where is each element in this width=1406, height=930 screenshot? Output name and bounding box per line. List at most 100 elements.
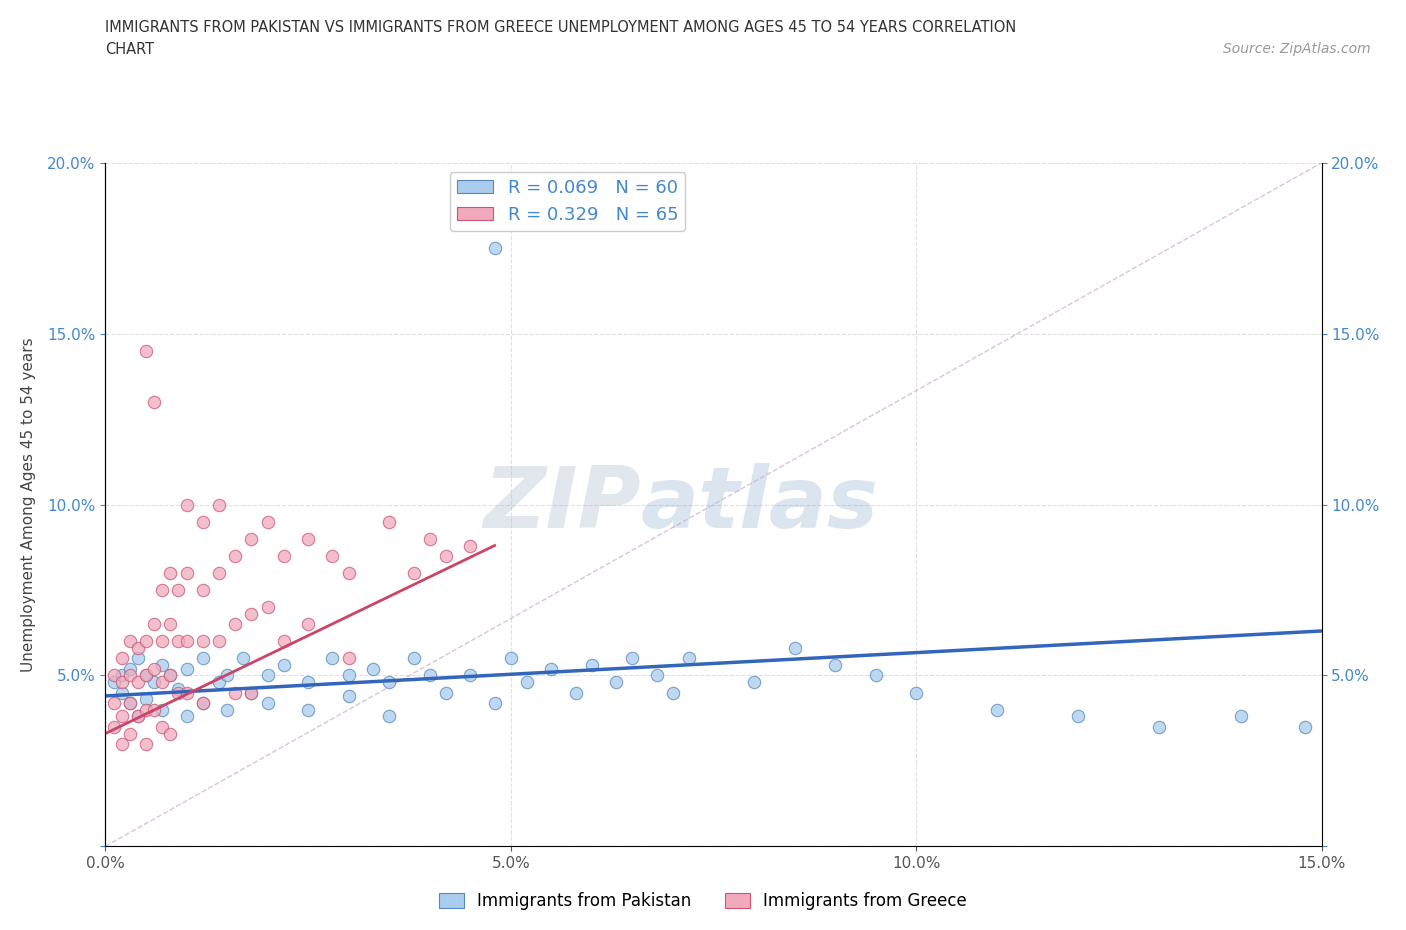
Point: [191, 696, 214, 711]
Point: [167, 685, 190, 700]
Point: [224, 617, 246, 631]
Point: [865, 668, 887, 683]
Point: [458, 538, 481, 553]
Point: [176, 709, 198, 724]
Point: [458, 668, 481, 683]
Point: [167, 634, 190, 649]
Point: [783, 641, 806, 656]
Point: [176, 634, 198, 649]
Point: [127, 675, 149, 690]
Point: [321, 651, 343, 666]
Point: [143, 394, 166, 409]
Point: [127, 709, 149, 724]
Point: [191, 634, 214, 649]
Point: [662, 685, 685, 700]
Point: [240, 685, 263, 700]
Point: [217, 702, 239, 717]
Point: [581, 658, 603, 672]
Point: [224, 685, 246, 700]
Point: [540, 661, 562, 676]
Point: [645, 668, 668, 683]
Point: [111, 737, 134, 751]
Point: [419, 531, 441, 546]
Point: [143, 675, 166, 690]
Point: [103, 668, 125, 683]
Point: [232, 651, 254, 666]
Point: [150, 702, 173, 717]
Point: [256, 514, 278, 529]
Point: [118, 661, 141, 676]
Point: [135, 702, 157, 717]
Legend: Immigrants from Pakistan, Immigrants from Greece: Immigrants from Pakistan, Immigrants fro…: [432, 885, 974, 917]
Point: [297, 675, 319, 690]
Point: [176, 661, 198, 676]
Point: [103, 719, 125, 734]
Point: [256, 600, 278, 615]
Point: [167, 682, 190, 697]
Point: [191, 651, 214, 666]
Point: [1149, 719, 1171, 734]
Point: [127, 641, 149, 656]
Point: [103, 675, 125, 690]
Point: [986, 702, 1008, 717]
Point: [111, 685, 134, 700]
Point: [176, 685, 198, 700]
Point: [118, 634, 141, 649]
Point: [159, 565, 181, 580]
Point: [378, 514, 401, 529]
Point: [402, 651, 425, 666]
Point: [484, 241, 506, 256]
Point: [516, 675, 538, 690]
Point: [159, 668, 181, 683]
Point: [361, 661, 384, 676]
Point: [240, 531, 263, 546]
Point: [297, 531, 319, 546]
Point: [167, 582, 190, 597]
Point: [824, 658, 846, 672]
Point: [127, 651, 149, 666]
Point: [176, 565, 198, 580]
Point: [378, 709, 401, 724]
Y-axis label: Unemployment Among Ages 45 to 54 years: Unemployment Among Ages 45 to 54 years: [21, 338, 37, 671]
Point: [256, 696, 278, 711]
Point: [905, 685, 928, 700]
Point: [191, 582, 214, 597]
Point: [176, 498, 198, 512]
Point: [742, 675, 765, 690]
Point: [217, 668, 239, 683]
Point: [143, 702, 166, 717]
Point: [240, 606, 263, 621]
Point: [564, 685, 586, 700]
Point: [434, 549, 457, 564]
Point: [111, 709, 134, 724]
Text: Source: ZipAtlas.com: Source: ZipAtlas.com: [1223, 42, 1371, 56]
Point: [1229, 709, 1251, 724]
Point: [273, 549, 295, 564]
Point: [135, 692, 157, 707]
Point: [1294, 719, 1316, 734]
Point: [240, 685, 263, 700]
Point: [678, 651, 700, 666]
Point: [118, 726, 141, 741]
Point: [143, 617, 166, 631]
Point: [208, 498, 231, 512]
Point: [118, 668, 141, 683]
Point: [256, 668, 278, 683]
Point: [191, 514, 214, 529]
Point: [337, 651, 360, 666]
Point: [1067, 709, 1090, 724]
Point: [159, 726, 181, 741]
Point: [297, 702, 319, 717]
Legend: R = 0.069   N = 60, R = 0.329   N = 65: R = 0.069 N = 60, R = 0.329 N = 65: [450, 172, 685, 232]
Point: [143, 661, 166, 676]
Point: [499, 651, 522, 666]
Point: [159, 617, 181, 631]
Point: [321, 549, 343, 564]
Point: [378, 675, 401, 690]
Point: [111, 675, 134, 690]
Point: [150, 658, 173, 672]
Point: [135, 343, 157, 358]
Point: [118, 696, 141, 711]
Text: ZIP: ZIP: [482, 463, 641, 546]
Point: [621, 651, 644, 666]
